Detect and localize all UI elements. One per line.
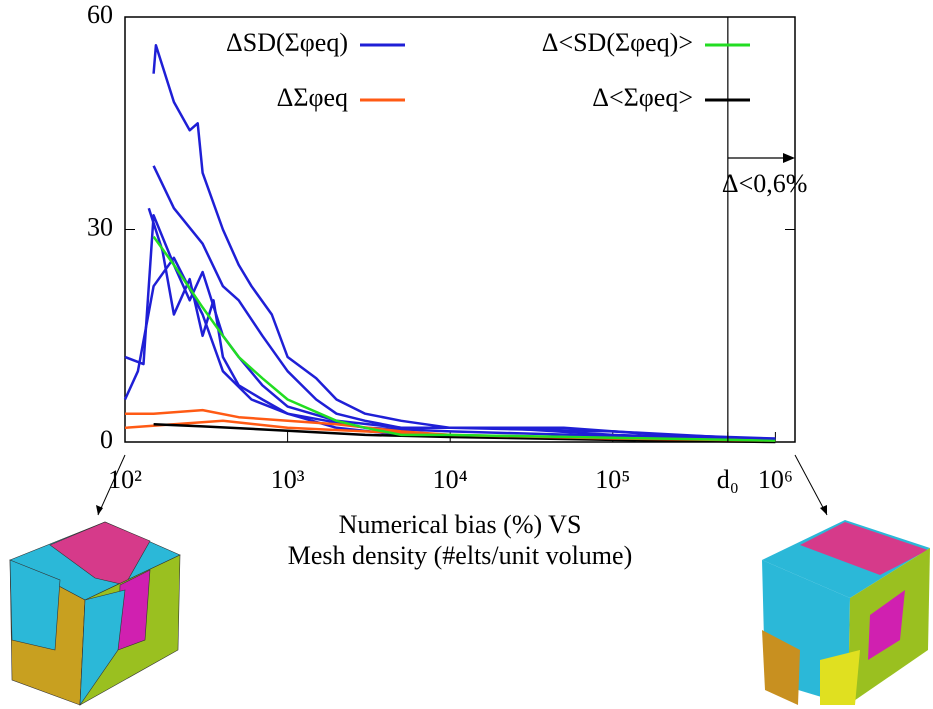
pointer [97, 454, 126, 516]
series-line [147, 207, 776, 442]
plot-frame [124, 16, 796, 443]
x-axis-label: Numerical bias (%) VS [339, 510, 582, 539]
x-tick-label: 10³ [271, 465, 305, 494]
annotation: Δ<0,6% [722, 169, 808, 198]
pointer-head [96, 505, 103, 515]
coarse-mesh-cube [9, 521, 181, 707]
y-tick-label: 60 [87, 0, 113, 29]
fine-mesh-cube [762, 520, 930, 705]
y-tick-label: 30 [87, 212, 113, 241]
y-tick-label: 0 [100, 425, 113, 454]
series-line [152, 44, 776, 440]
legend-label: Δ<Σφeq> [592, 83, 693, 112]
x-tick-label: 10⁵ [595, 465, 630, 494]
x-tick-label: 10⁶ [758, 465, 793, 494]
series-line [124, 214, 776, 442]
series-line [152, 235, 776, 442]
threshold-arrow-head [783, 153, 795, 163]
pointer [794, 454, 828, 516]
x-tick-label: 10⁴ [433, 465, 468, 494]
legend-label: ΔΣφeq [277, 83, 348, 112]
x-tick-label: d₀ [717, 465, 739, 494]
x-tick-label: 10² [108, 465, 142, 494]
pointer-head [820, 505, 827, 515]
legend-label: Δ<SD(Σφeq)> [542, 28, 693, 57]
series-line [152, 165, 776, 442]
series-line [153, 423, 776, 444]
legend-label: ΔSD(Σφeq) [226, 28, 348, 57]
x-axis-label: Mesh density (#elts/unit volume) [288, 541, 632, 570]
